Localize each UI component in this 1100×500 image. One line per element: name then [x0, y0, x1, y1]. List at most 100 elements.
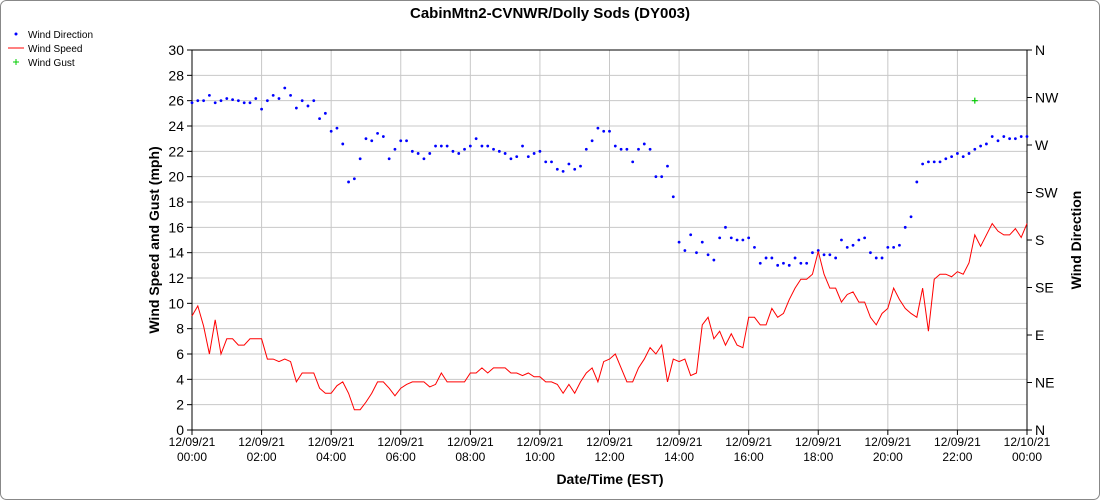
x-tick-label: 12/09/21 12:00: [586, 435, 633, 464]
direction-dot: [323, 111, 327, 115]
y-tick-label: 24: [168, 118, 184, 134]
direction-dot: [637, 147, 640, 151]
direction-dot: [915, 180, 919, 184]
direction-dot: [439, 144, 443, 148]
direction-dot: [973, 147, 977, 151]
direction-dot: [393, 147, 397, 151]
direction-dot: [468, 144, 472, 148]
direction-dot: [671, 195, 675, 199]
direction-dot: [236, 99, 240, 103]
y2-tick-label: N: [1035, 422, 1045, 438]
direction-dot: [886, 245, 890, 249]
direction-dot: [642, 142, 646, 146]
direction-dot: [892, 245, 896, 249]
direction-dot: [967, 152, 971, 155]
direction-dot: [666, 164, 669, 168]
direction-dot: [927, 160, 930, 164]
direction-dot: [515, 155, 519, 159]
direction-dot: [294, 106, 298, 110]
direction-dot: [845, 245, 849, 249]
direction-dot: [347, 180, 350, 184]
direction-dot: [985, 142, 988, 146]
y-tick-label: 16: [168, 219, 184, 235]
direction-dot: [521, 144, 524, 148]
direction-dot: [816, 249, 820, 252]
direction-dot: [480, 144, 484, 148]
direction-dot: [300, 99, 304, 103]
direction-dot: [242, 101, 246, 105]
direction-dot: [329, 129, 333, 133]
direction-dot: [950, 155, 954, 159]
direction-dot: [811, 251, 814, 255]
direction-dot: [718, 236, 722, 240]
direction-dot: [608, 129, 611, 133]
direction-dot: [706, 253, 710, 257]
direction-dot: [880, 256, 884, 260]
direction-dot: [352, 177, 356, 181]
chart-title: CabinMtn2-CVNWR/Dolly Sods (DY003): [410, 5, 690, 22]
direction-dot: [1019, 135, 1023, 138]
direction-dot: [851, 243, 855, 247]
direction-dot: [312, 99, 316, 103]
direction-dot: [387, 157, 391, 161]
direction-dot: [654, 175, 658, 179]
legend-label: Wind Direction: [28, 30, 93, 41]
direction-dot: [225, 97, 229, 100]
direction-dot: [550, 160, 553, 164]
direction-dot: [457, 152, 461, 155]
direction-dot: [613, 144, 617, 148]
direction-dot: [793, 256, 797, 260]
y-tick-label: 22: [168, 143, 184, 159]
y-axis-title: Wind Speed and Gust (mph): [146, 146, 162, 333]
direction-dot: [782, 261, 785, 265]
x-tick-label: 12/09/21 10:00: [517, 435, 564, 464]
y2-tick-label: W: [1035, 137, 1049, 153]
direction-dot: [631, 160, 635, 164]
y-tick-label: 26: [168, 93, 184, 109]
direction-dot: [909, 215, 913, 219]
direction-dot: [758, 261, 762, 265]
direction-dot: [1025, 135, 1029, 138]
direction-dot: [700, 240, 704, 244]
direction-dot: [561, 169, 565, 173]
direction-dot: [1008, 137, 1012, 141]
y-tick-label: 10: [168, 295, 184, 311]
direction-dot: [834, 256, 838, 260]
direction-dot: [422, 157, 426, 161]
x-tick-label: 12/10/21 00:00: [1004, 435, 1051, 464]
direction-dot: [207, 93, 211, 97]
direction-dot: [828, 253, 832, 257]
y2-axis-title: Wind Direction: [1068, 191, 1084, 290]
y-tick-label: 28: [168, 67, 184, 83]
y-tick-label: 18: [168, 194, 184, 210]
direction-dot: [219, 99, 223, 103]
direction-dot: [289, 93, 292, 97]
direction-dot: [776, 263, 780, 267]
direction-dot: [335, 126, 339, 130]
direction-dot: [979, 144, 983, 148]
speed-line: [191, 222, 1028, 411]
direction-dot: [434, 144, 437, 148]
x-tick-label: 12/09/21 14:00: [656, 435, 703, 464]
y2-tick-label: S: [1035, 232, 1044, 248]
direction-dot: [903, 225, 907, 229]
direction-dot: [283, 86, 287, 90]
y-tick-label: 20: [168, 169, 184, 185]
direction-dot: [190, 101, 194, 105]
x-tick-label: 12/09/21 16:00: [725, 435, 772, 464]
y2-tick-label: NE: [1035, 375, 1054, 391]
x-tick-label: 12/09/21 04:00: [308, 435, 355, 464]
direction-dot: [532, 152, 536, 155]
direction-dot: [874, 256, 878, 260]
direction-dot: [410, 149, 414, 153]
direction-dot: [1002, 135, 1006, 138]
direction-dot: [932, 160, 936, 164]
direction-dot: [567, 162, 571, 166]
direction-dot: [538, 149, 542, 153]
x-tick-label: 12/09/21 02:00: [238, 435, 285, 464]
direction-dot: [921, 162, 925, 166]
direction-dot: [318, 117, 321, 121]
direction-dot: [735, 238, 739, 242]
x-axis-title: Date/Time (EST): [556, 471, 663, 487]
